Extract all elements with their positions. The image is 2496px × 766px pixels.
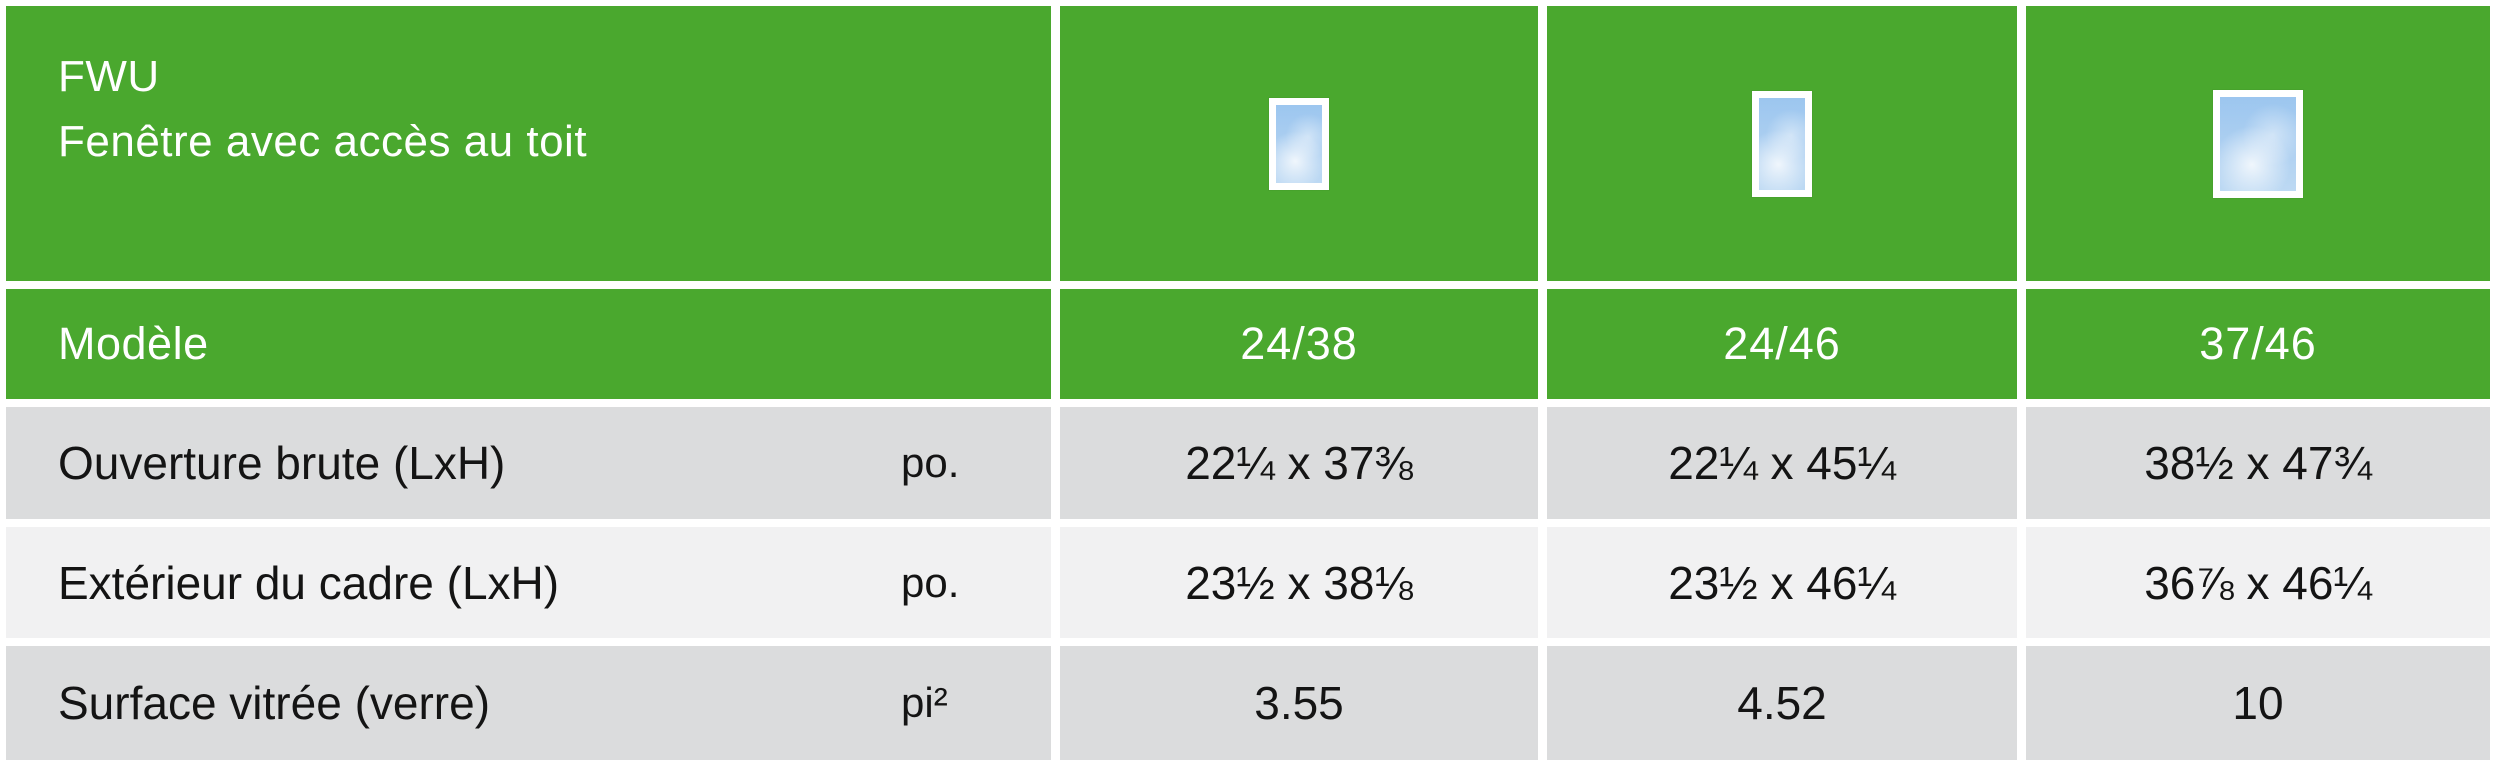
window-icon-24-38 (1269, 97, 1329, 190)
header-icon-cell-24-38 (1060, 6, 1538, 281)
rough-opening-value-1: 22¼ x 37⅜ (1060, 407, 1538, 519)
window-glass (2220, 96, 2296, 191)
glass-area-value-3: 10 (2026, 646, 2490, 760)
spec-row-glass-area-label: Surface vitrée (verre) pi² (6, 646, 1051, 760)
spec-value: 22¼ x 45¼ (1668, 437, 1896, 489)
window-glass (1276, 104, 1322, 183)
rough-opening-value-2: 22¼ x 45¼ (1547, 407, 2017, 519)
spec-value: 10 (2232, 677, 2284, 729)
model-value: 24/46 (1723, 318, 1841, 369)
model-cell-3: 37/46 (2026, 289, 2490, 399)
spec-label-text: Ouverture brute (LxH) (58, 437, 506, 489)
product-name: Fenêtre avec accès au toit (58, 117, 588, 166)
spec-unit-text: pi² (901, 679, 948, 726)
frame-exterior-value-3: 36⅞ x 46¼ (2026, 527, 2490, 638)
spec-value: 36⅞ x 46¼ (2144, 556, 2372, 609)
window-icon-37-46 (2213, 89, 2303, 198)
window-glass (1759, 97, 1805, 190)
spec-value: 23½ x 38⅛ (1185, 556, 1413, 609)
product-header-cell: FWU Fenêtre avec accès au toit (6, 6, 1051, 281)
spec-value: 22¼ x 37⅜ (1185, 437, 1413, 489)
model-row-label: Modèle (6, 289, 1051, 399)
rough-opening-value-3: 38½ x 47¾ (2026, 407, 2490, 519)
glass-area-value-2: 4.52 (1547, 646, 2017, 760)
spec-row-rough-opening-label: Ouverture brute (LxH) po. (6, 407, 1051, 519)
window-icon-24-46 (1752, 90, 1812, 197)
spec-value: 38½ x 47¾ (2144, 437, 2372, 489)
model-cell-1: 24/38 (1060, 289, 1538, 399)
model-value: 24/38 (1240, 318, 1358, 369)
spec-unit-text: po. (901, 439, 960, 486)
spec-value: 23½ x 46¼ (1668, 556, 1896, 609)
spec-value: 3.55 (1254, 677, 1344, 729)
frame-exterior-value-1: 23½ x 38⅛ (1060, 527, 1538, 638)
model-value: 37/46 (2199, 318, 2317, 369)
spec-row-frame-exterior-label: Extérieur du cadre (LxH) po. (6, 527, 1051, 638)
glass-area-value-1: 3.55 (1060, 646, 1538, 760)
header-icon-cell-24-46 (1547, 6, 2017, 281)
spec-label-text: Extérieur du cadre (LxH) (58, 556, 560, 609)
model-row-label-text: Modèle (58, 318, 209, 369)
product-title: FWU Fenêtre avec accès au toit (58, 44, 587, 174)
product-code: FWU (58, 52, 160, 101)
spec-value: 4.52 (1737, 677, 1827, 729)
spec-label-text: Surface vitrée (verre) (58, 677, 491, 729)
spec-unit-text: po. (901, 558, 960, 606)
model-cell-2: 24/46 (1547, 289, 2017, 399)
header-icon-cell-37-46 (2026, 6, 2490, 281)
frame-exterior-value-2: 23½ x 46¼ (1547, 527, 2017, 638)
